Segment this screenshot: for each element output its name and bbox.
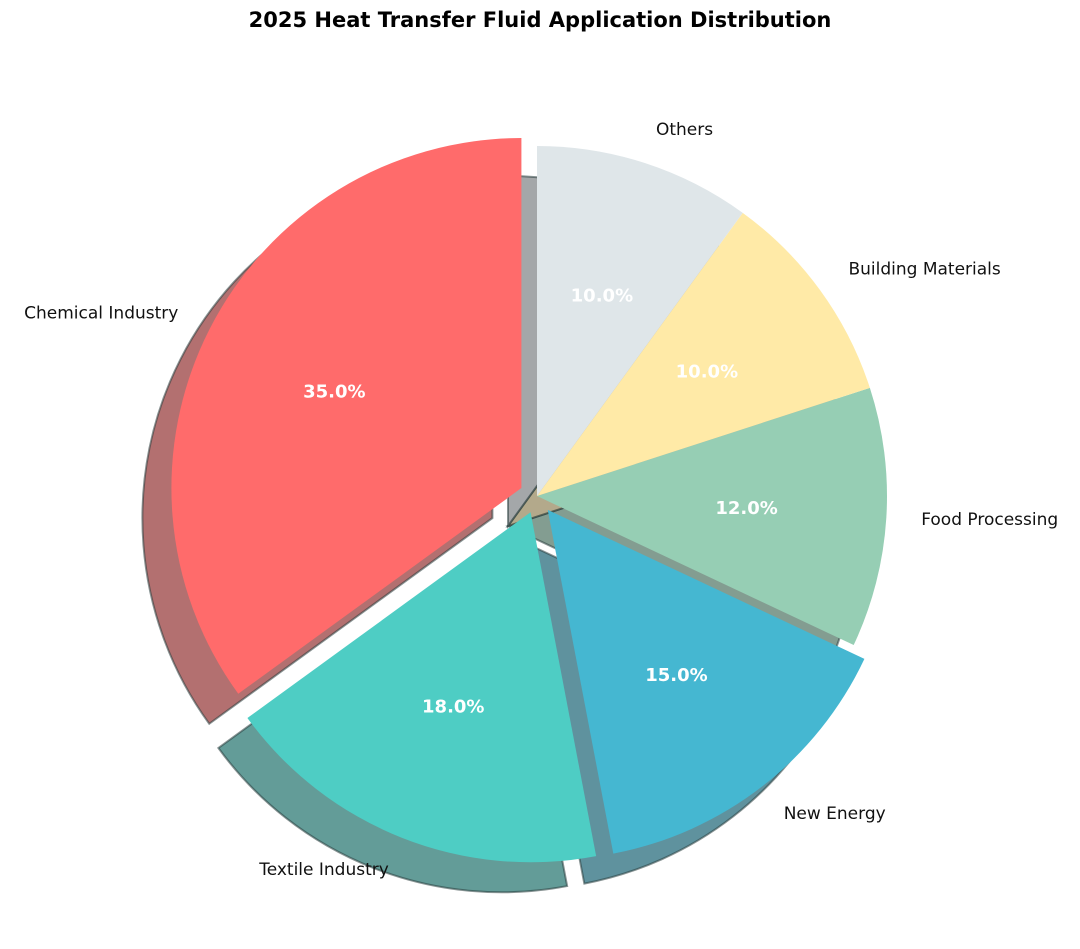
pct-label-building-materials: 10.0% bbox=[676, 362, 738, 383]
slice-building-materials bbox=[537, 212, 870, 496]
slice-food-processing bbox=[537, 387, 887, 646]
pct-label-others: 10.0% bbox=[571, 285, 633, 306]
slice-textile-industry bbox=[247, 512, 597, 863]
pct-label-new-energy: 15.0% bbox=[645, 665, 707, 686]
slice-label-food-processing: Food Processing bbox=[921, 510, 1058, 530]
slice-others bbox=[537, 146, 743, 496]
pct-label-food-processing: 12.0% bbox=[715, 498, 777, 519]
slice-label-others: Others bbox=[656, 120, 713, 140]
pct-label-textile-industry: 18.0% bbox=[422, 697, 484, 718]
slice-chemical-industry bbox=[171, 138, 522, 694]
slice-label-new-energy: New Energy bbox=[784, 804, 886, 824]
chart-title: 2025 Heat Transfer Fluid Application Dis… bbox=[248, 8, 832, 32]
label-group: Chemical Industry 35.0% Textile Industry 18… bbox=[24, 120, 1058, 880]
slice-label-textile-industry: Textile Industry bbox=[258, 860, 389, 880]
pct-label-chemical-industry: 35.0% bbox=[303, 382, 365, 403]
slice-group bbox=[171, 138, 887, 863]
slice-new-energy bbox=[547, 509, 865, 854]
slice-label-chemical-industry: Chemical Industry bbox=[24, 303, 178, 323]
slice-label-building-materials: Building Materials bbox=[848, 260, 1000, 280]
